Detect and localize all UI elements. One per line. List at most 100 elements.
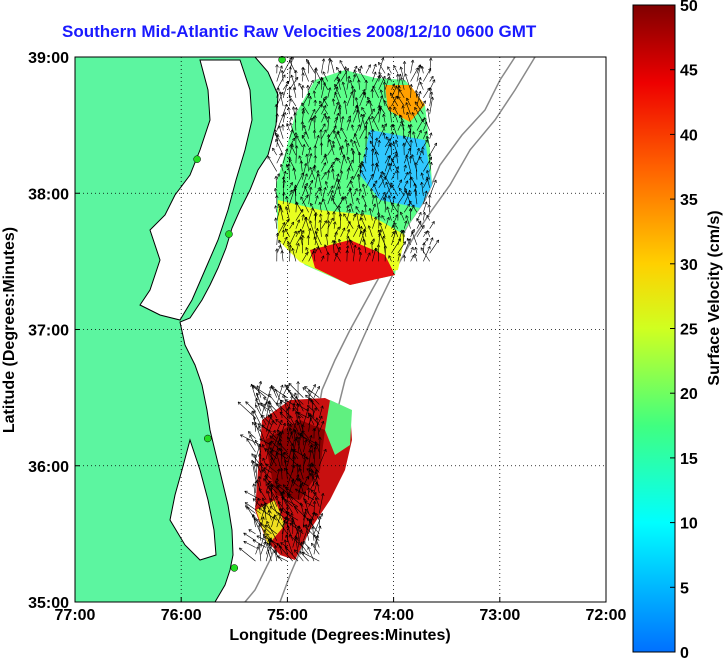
velocity-vector <box>383 114 386 123</box>
velocity-vector <box>423 201 427 213</box>
velocity-vector <box>384 81 386 98</box>
velocity-vector-head <box>280 542 283 546</box>
velocity-vector-head <box>369 188 372 192</box>
velocity-vector <box>324 153 329 164</box>
y-axis-label: Latitude (Degrees:Minutes) <box>1 227 18 433</box>
velocity-vector-head <box>271 387 274 391</box>
velocity-vector-head <box>423 117 427 120</box>
velocity-vector <box>352 244 356 262</box>
velocity-vector <box>419 81 424 90</box>
velocity-vector <box>244 490 261 501</box>
x-tick-label: 72:00 <box>586 607 627 624</box>
velocity-vector-head <box>367 96 371 99</box>
velocity-vector <box>284 384 299 405</box>
velocity-vector <box>275 419 283 426</box>
velocity-vector-head <box>299 525 301 529</box>
velocity-vector-head <box>386 136 389 139</box>
velocity-vector <box>421 182 424 197</box>
velocity-vector <box>303 476 309 487</box>
velocity-vector-head <box>285 534 289 538</box>
velocity-vector-head <box>403 229 406 233</box>
velocity-vector <box>327 185 334 197</box>
velocity-vector-head <box>297 412 300 416</box>
velocity-vector-head <box>310 147 312 151</box>
velocity-vector-head <box>373 183 377 186</box>
velocity-vector-head <box>282 422 286 426</box>
velocity-vector-head <box>309 117 313 121</box>
velocity-vector-head <box>389 184 393 187</box>
velocity-vector <box>429 76 434 82</box>
velocity-vector-head <box>413 131 416 134</box>
velocity-vector <box>260 516 264 528</box>
velocity-vector-head <box>399 114 403 117</box>
velocity-vector <box>302 387 320 405</box>
velocity-vector-head <box>387 138 391 141</box>
velocity-vector-head <box>421 146 423 150</box>
velocity-vector <box>429 142 437 156</box>
velocity-vector-head <box>405 215 409 218</box>
velocity-vector-head <box>383 113 386 117</box>
velocity-vector <box>302 424 304 446</box>
velocity-vector <box>255 546 259 555</box>
velocity-vector <box>289 230 297 246</box>
velocity-vector-head <box>382 197 385 201</box>
velocity-vector <box>414 101 424 115</box>
velocity-vector <box>289 98 291 107</box>
velocity-vector-head <box>400 73 402 77</box>
velocity-vector-head <box>368 116 372 120</box>
velocity-vector-head <box>279 419 283 423</box>
velocity-vector-head <box>422 100 426 103</box>
velocity-vector <box>426 215 430 221</box>
velocity-vector <box>361 161 367 172</box>
velocity-vector-head <box>301 214 304 217</box>
velocity-vector-head <box>428 204 431 208</box>
velocity-vector-head <box>396 73 399 77</box>
velocity-vector-head <box>341 170 344 174</box>
velocity-vector-head <box>374 137 378 141</box>
velocity-vector-head <box>274 132 278 135</box>
velocity-vector <box>239 547 256 562</box>
velocity-vector <box>280 164 284 172</box>
velocity-vector-head <box>261 424 265 426</box>
velocity-vector-head <box>304 173 308 176</box>
velocity-vector <box>403 172 409 180</box>
velocity-vector <box>306 153 309 172</box>
velocity-vector-head <box>347 205 350 209</box>
velocity-vector-head <box>388 77 390 81</box>
velocity-vector-head <box>332 195 335 198</box>
velocity-vector-head <box>284 539 288 543</box>
velocity-vector-head <box>305 511 307 515</box>
velocity-vector <box>276 87 279 98</box>
velocity-vector <box>331 198 341 213</box>
velocity-vector <box>393 106 399 115</box>
velocity-vector-head <box>423 231 427 234</box>
velocity-vector <box>271 433 280 453</box>
velocity-vector-head <box>315 212 318 216</box>
velocity-vector <box>276 65 283 82</box>
velocity-vector <box>253 410 262 426</box>
velocity-vector <box>411 231 418 246</box>
velocity-vector <box>314 187 321 197</box>
velocity-vector-head <box>407 238 410 241</box>
velocity-vector-head <box>339 170 342 174</box>
velocity-vector-head <box>331 161 335 164</box>
velocity-vector <box>294 506 309 521</box>
velocity-vector-head <box>284 452 288 454</box>
velocity-vector-head <box>324 153 326 157</box>
velocity-vector <box>350 180 354 188</box>
velocity-vector <box>402 105 405 115</box>
velocity-vector-head <box>265 502 268 505</box>
velocity-vector-head <box>366 80 368 84</box>
velocity-vector-head <box>435 239 439 242</box>
velocity-vector-head <box>386 206 390 210</box>
velocity-vector-head <box>379 171 383 174</box>
velocity-vector-head <box>304 386 306 390</box>
velocity-vector-head <box>378 72 382 74</box>
velocity-vector-head <box>370 241 372 245</box>
velocity-vector-head <box>313 164 315 168</box>
velocity-vector <box>327 170 330 180</box>
velocity-vector-head <box>300 172 304 175</box>
velocity-vector <box>429 57 432 74</box>
velocity-vector <box>416 130 422 139</box>
velocity-vector-head <box>430 87 433 91</box>
